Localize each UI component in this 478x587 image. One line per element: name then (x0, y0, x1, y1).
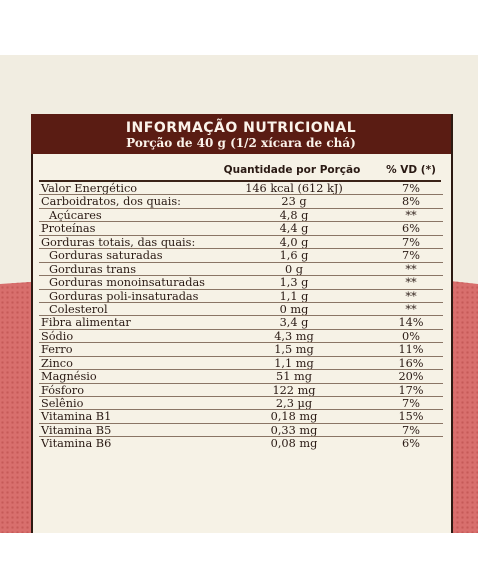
nutrient-amount: 122 mg (272, 383, 316, 397)
table-row: Fósforo 122 mg 17% (39, 383, 443, 398)
nutrient-daily-value: ** (405, 276, 417, 290)
nutrient-name: Gorduras monoinsaturadas (49, 276, 205, 290)
header-divider (39, 180, 441, 182)
table-row: Vitamina B1 0,18 mg 15% (39, 410, 443, 425)
nutrient-daily-value: 17% (398, 383, 424, 397)
nutrient-daily-value: 16% (398, 356, 424, 370)
nutrient-name: Gorduras trans (49, 262, 137, 276)
nutrient-daily-value: ** (405, 302, 417, 316)
nutrient-amount: 0,18 mg (270, 410, 318, 424)
table-row: Gorduras trans 0 g ** (39, 262, 443, 277)
nutrient-amount: 1,3 g (279, 276, 309, 290)
table-row: Vitamina B5 0,33 mg 7% (39, 423, 443, 438)
nutrient-daily-value: 11% (398, 343, 424, 357)
column-header-quantity: Quantidade por Porção (223, 164, 361, 176)
nutrient-amount: 23 g (281, 195, 307, 209)
nutrient-daily-value: 8% (402, 195, 420, 209)
nutrient-amount: 1,1 mg (274, 356, 314, 370)
column-header-vd: % VD (*) (386, 164, 436, 176)
nutrient-name: Fibra alimentar (41, 316, 131, 330)
nutrient-name: Fósforo (41, 383, 85, 397)
nutrient-name: Colesterol (49, 302, 108, 316)
nutrient-name: Gorduras totais, das quais: (41, 235, 196, 249)
nutrient-name: Vitamina B1 (41, 410, 112, 424)
nutrient-daily-value: 15% (398, 410, 424, 424)
nutrient-daily-value: 6% (402, 437, 420, 451)
table-row: Zinco 1,1 mg 16% (39, 356, 443, 371)
table-row: Proteínas 4,4 g 6% (39, 222, 443, 237)
nutrient-daily-value: ** (405, 289, 417, 303)
nutrient-amount: 1,5 mg (274, 343, 314, 357)
table-row: Gorduras poli-insaturadas 1,1 g ** (39, 289, 443, 304)
nutrient-name: Açúcares (49, 208, 102, 222)
nutrient-name: Vitamina B5 (41, 423, 112, 437)
nutrient-name: Gorduras poli-insaturadas (49, 289, 199, 303)
nutrient-amount: 0,08 mg (270, 437, 318, 451)
nutrient-amount: 4,3 mg (274, 329, 314, 343)
nutrient-amount: 0 g (284, 262, 303, 276)
nutrient-amount: 4,8 g (279, 208, 309, 222)
table-row: Valor Energético 146 kcal (612 kJ) 7% (39, 182, 443, 196)
nutrient-amount: 0,33 mg (270, 423, 318, 437)
serving-size: Porção de 40 g (1/2 xícara de chá) (126, 136, 356, 150)
table-row: Gorduras totais, das quais: 4,0 g 7% (39, 235, 443, 250)
table-row: Fibra alimentar 3,4 g 14% (39, 316, 443, 331)
nutrient-amount: 4,4 g (279, 222, 309, 236)
nutrient-amount: 1,1 g (279, 289, 309, 303)
table-row: Açúcares 4,8 g ** (39, 208, 443, 223)
nutrient-amount: 146 kcal (612 kJ) (245, 182, 343, 195)
nutrient-daily-value: 6% (402, 222, 420, 236)
table-row: Magnésio 51 mg 20% (39, 370, 443, 385)
nutrient-amount: 3,4 g (279, 316, 309, 330)
nutrient-name: Vitamina B6 (41, 437, 112, 451)
panel-title: INFORMAÇÃO NUTRICIONAL (125, 120, 357, 136)
table-row: Sódio 4,3 mg 0% (39, 329, 443, 344)
nutrient-daily-value: 14% (398, 316, 424, 330)
nutrient-name: Valor Energético (41, 182, 138, 195)
nutrient-daily-value: 7% (402, 423, 420, 437)
nutrient-name: Selênio (41, 397, 84, 410)
nutrition-facts-panel: INFORMAÇÃO NUTRICIONAL Porção de 40 g (1… (31, 114, 453, 533)
table-row: Carboidratos, dos quais: 23 g 8% (39, 195, 443, 210)
nutrient-name: Gorduras saturadas (49, 249, 163, 263)
nutrient-name: Carboidratos, dos quais: (41, 195, 181, 209)
nutrient-daily-value: 7% (402, 235, 420, 249)
nutrient-daily-value: 20% (398, 370, 424, 384)
table-row: Ferro 1,5 mg 11% (39, 343, 443, 358)
nutrient-name: Ferro (41, 343, 73, 357)
nutrient-name: Sódio (41, 329, 74, 343)
nutrient-daily-value: ** (405, 208, 417, 222)
nutrient-amount: 2,3 µg (275, 397, 313, 410)
table-row: Gorduras saturadas 1,6 g 7% (39, 249, 443, 264)
label-stage: INFORMAÇÃO NUTRICIONAL Porção de 40 g (1… (0, 55, 478, 533)
nutrient-amount: 1,6 g (279, 249, 309, 263)
table-row: Vitamina B6 0,08 mg 6% (39, 437, 443, 450)
table-row: Gorduras monoinsaturadas 1,3 g ** (39, 276, 443, 290)
table-row: Selênio 2,3 µg 7% (39, 397, 443, 411)
nutrient-table: Valor Energético 146 kcal (612 kJ) 7% Carbo… (39, 182, 443, 451)
nutrient-daily-value: 7% (402, 249, 420, 263)
nutrient-daily-value: 0% (402, 329, 420, 343)
nutrient-name: Zinco (41, 356, 73, 370)
nutrient-amount: 0 mg (279, 302, 309, 316)
nutrient-daily-value: ** (405, 262, 417, 276)
nutrient-name: Proteínas (41, 222, 96, 236)
nutrient-amount: 51 mg (276, 370, 312, 384)
table-row: Colesterol 0 mg ** (39, 302, 443, 317)
nutrient-amount: 4,0 g (279, 235, 309, 249)
nutrient-daily-value: 7% (402, 182, 420, 195)
panel-header: INFORMAÇÃO NUTRICIONAL Porção de 40 g (1… (31, 114, 451, 154)
nutrient-name: Magnésio (41, 370, 97, 384)
nutrient-daily-value: 7% (402, 397, 420, 410)
